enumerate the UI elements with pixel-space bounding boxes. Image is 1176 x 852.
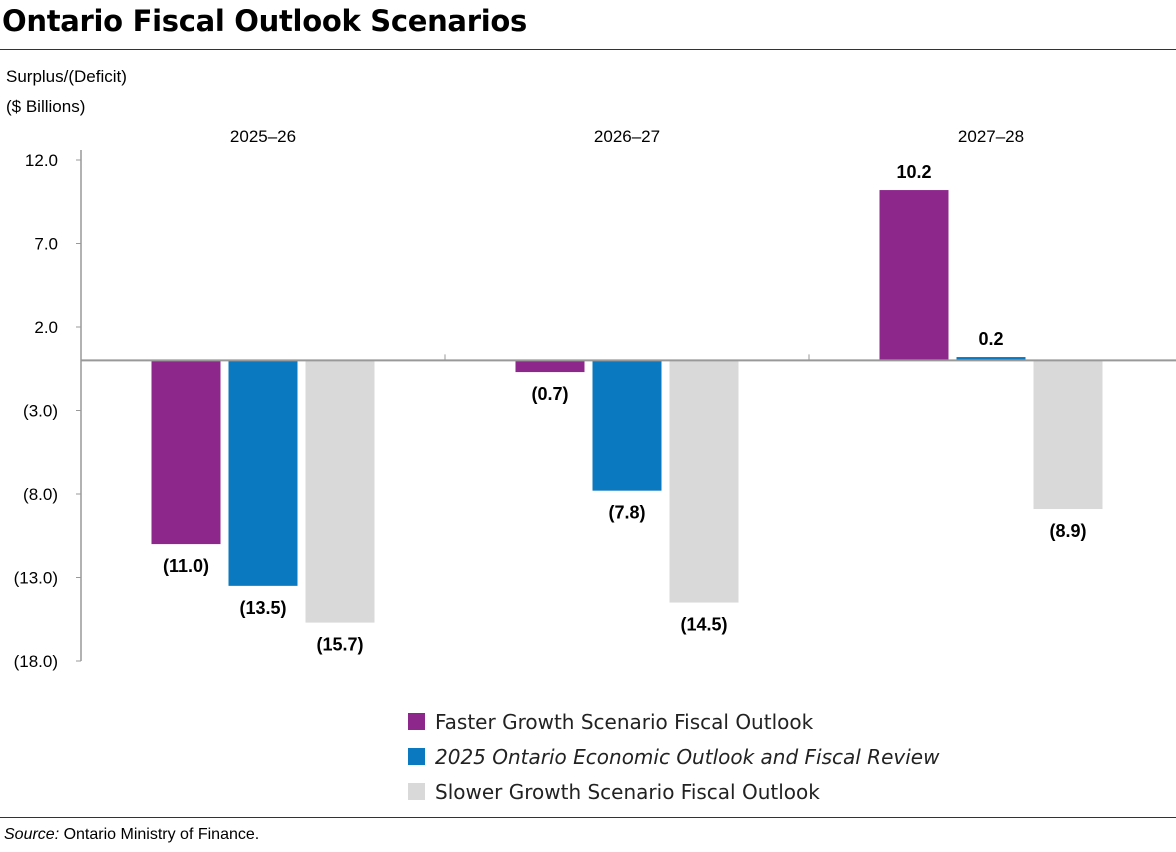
y-tick-label: 7.0 — [34, 235, 58, 254]
bar-chart: 12.0 7.0 2.0 (3.0) (8.0) (13.0) (18.0) 2025–26 (… — [14, 127, 1176, 671]
source-text: Ontario Ministry of Finance. — [59, 826, 260, 843]
legend-swatch — [408, 783, 425, 800]
category-label: 2025–26 — [230, 127, 296, 146]
legend: Faster Growth Scenario Fiscal Outlook 20… — [408, 704, 939, 809]
bar — [592, 360, 662, 491]
y-axis-label-line2: ($ Billions) — [6, 97, 86, 116]
legend-label: Faster Growth Scenario Fiscal Outlook — [435, 709, 814, 734]
legend-swatch — [408, 713, 425, 730]
data-label: 10.2 — [896, 162, 931, 182]
data-label: (0.7) — [531, 384, 568, 404]
legend-item-slower: Slower Growth Scenario Fiscal Outlook — [408, 774, 939, 809]
bar — [151, 360, 221, 545]
data-label: (15.7) — [316, 635, 363, 655]
bar — [669, 360, 739, 603]
data-label: (14.5) — [680, 615, 727, 635]
chart-title: Ontario Fiscal Outlook Scenarios — [2, 4, 527, 38]
data-label: (8.9) — [1049, 521, 1086, 541]
data-label: (13.5) — [239, 598, 286, 618]
y-tick-label: 2.0 — [34, 318, 58, 337]
bar — [956, 357, 1026, 361]
y-tick-label: (13.0) — [14, 569, 58, 588]
y-axis-label-line1: Surplus/(Deficit) — [6, 67, 127, 86]
legend-label: Slower Growth Scenario Fiscal Outlook — [435, 779, 820, 804]
legend-label: 2025 Ontario Economic Outlook and Fiscal… — [435, 744, 940, 769]
source-note: Source: Ontario Ministry of Finance. — [4, 826, 259, 844]
bar — [305, 360, 375, 623]
legend-swatch — [408, 748, 425, 765]
bar — [1033, 360, 1103, 510]
y-tick-label: (18.0) — [14, 652, 58, 671]
bar — [879, 190, 949, 361]
legend-item-faster: Faster Growth Scenario Fiscal Outlook — [408, 704, 939, 739]
bar — [515, 360, 585, 373]
title-divider — [0, 49, 1176, 50]
category-label: 2027–28 — [958, 127, 1024, 146]
data-label: (11.0) — [163, 556, 209, 576]
legend-item-fall-economic-statement: 2025 Ontario Economic Outlook and Fiscal… — [408, 739, 939, 774]
data-label: 0.2 — [978, 329, 1003, 349]
source-divider — [0, 817, 1176, 818]
y-tick-label: (8.0) — [23, 485, 58, 504]
data-label: (7.8) — [608, 503, 645, 523]
y-tick-label: 12.0 — [25, 151, 58, 170]
source-label: Source: — [4, 826, 60, 843]
y-tick-label: (3.0) — [23, 402, 58, 421]
category-label: 2026–27 — [594, 127, 660, 146]
bar — [228, 360, 298, 586]
